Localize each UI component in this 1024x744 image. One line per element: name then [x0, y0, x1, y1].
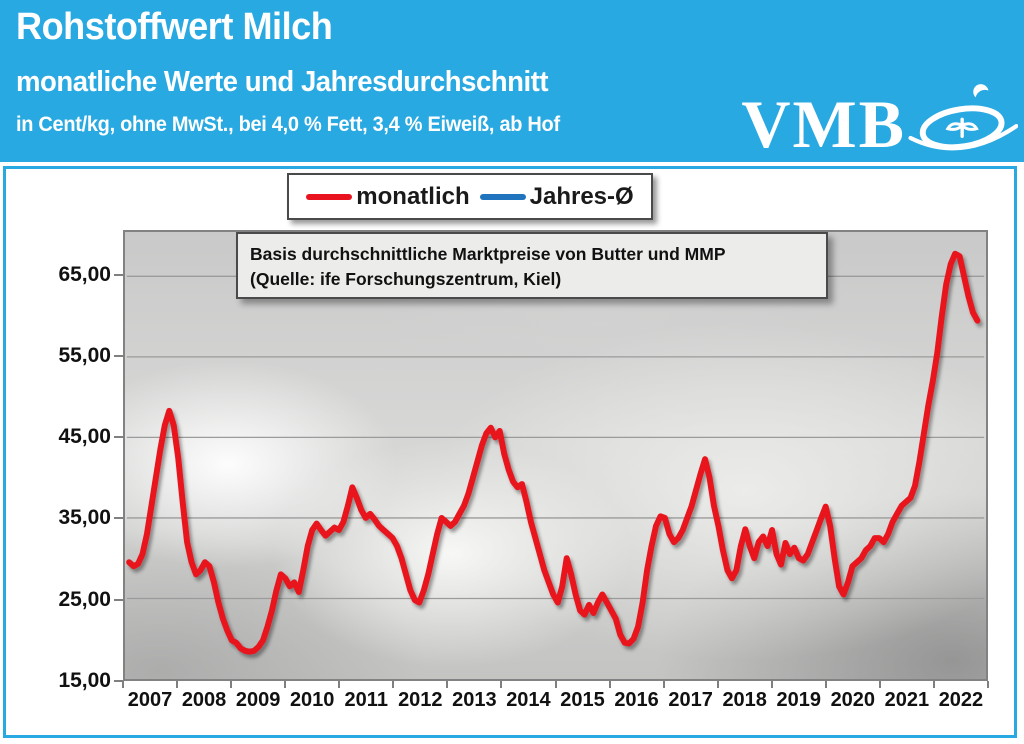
annotation-line-1: Basis durchschnittliche Marktpreise von …	[250, 244, 726, 264]
vmb-swirl-icon	[908, 84, 1018, 151]
vmb-logo: VMB	[741, 82, 1018, 166]
x-axis-label-year: 2007	[127, 689, 173, 711]
x-axis-tick	[932, 681, 935, 688]
x-axis-tick	[500, 681, 503, 688]
vmb-logo-text: VMB	[741, 86, 906, 162]
page-subtitle: monatliche Werte und Jahresdurchschnitt	[16, 66, 549, 98]
x-axis-label-year: 2010	[289, 689, 335, 711]
annotation-line-2: (Quelle: ife Forschungszentrum, Kiel)	[250, 269, 562, 290]
y-axis-tick	[114, 436, 123, 439]
chart-panel: monatlich Jahres-Ø Basis durchschnittlic…	[3, 166, 1017, 738]
y-axis-tick	[114, 354, 123, 357]
x-axis-tick	[824, 681, 827, 688]
x-axis-label-year: 2020	[830, 689, 876, 711]
x-axis-tick	[338, 681, 341, 688]
x-axis-tick	[446, 681, 449, 688]
x-axis-tick	[122, 681, 124, 688]
y-axis-label: 55,00	[58, 343, 111, 367]
monthly-value-line	[126, 250, 981, 655]
x-axis-tick	[987, 681, 989, 688]
legend-item-yearly-avg: Jahres-Ø	[479, 182, 634, 211]
x-axis-label-year: 2019	[776, 689, 822, 711]
x-axis-tick	[662, 681, 665, 688]
x-axis-tick	[176, 681, 179, 688]
y-axis-label: 35,00	[58, 506, 111, 530]
x-axis-tick	[392, 681, 395, 688]
y-axis-tick	[114, 680, 123, 682]
x-axis-label-year: 2009	[235, 689, 281, 711]
y-axis-label: 15,00	[58, 669, 111, 692]
x-axis-label-year: 2021	[884, 689, 930, 711]
page-title: Rohstoffwert Milch	[16, 6, 333, 48]
monthly-line-swatch	[306, 193, 353, 200]
x-axis-tick	[554, 681, 557, 688]
x-axis-tick	[770, 681, 773, 688]
x-axis-label-year: 2013	[452, 689, 497, 711]
x-axis-label-year: 2015	[560, 689, 605, 711]
y-axis-label: 65,00	[58, 262, 111, 286]
plot-area	[123, 230, 988, 681]
legend-label-monthly: monatlich	[356, 182, 470, 210]
x-axis-label-year: 2011	[344, 689, 388, 711]
y-axis-tick	[114, 517, 123, 520]
x-axis-tick	[284, 681, 287, 688]
y-axis-tick	[114, 273, 123, 276]
x-axis-label-year: 2008	[181, 689, 227, 711]
legend-item-monthly: monatlich	[306, 182, 470, 211]
x-axis-tick	[716, 681, 719, 688]
x-axis-label-year: 2022	[938, 689, 984, 711]
yearly-avg-line-swatch	[479, 193, 526, 200]
unit-note: in Cent/kg, ohne MwSt., bei 4,0 % Fett, …	[16, 113, 560, 136]
x-axis-label-year: 2017	[668, 689, 713, 711]
source-annotation-box: Basis durchschnittliche Marktpreise von …	[236, 232, 828, 299]
chart-svg	[126, 250, 985, 655]
x-axis-label-year: 2014	[506, 689, 551, 711]
y-axis-tick	[114, 598, 123, 601]
header-band: Rohstoffwert Milch monatliche Werte und …	[0, 0, 1024, 162]
chart-legend: monatlich Jahres-Ø	[287, 173, 653, 220]
x-axis-label-year: 2016	[614, 689, 659, 711]
x-axis-tick	[608, 681, 611, 688]
y-axis-label: 25,00	[58, 587, 111, 611]
x-axis-label-year: 2012	[398, 689, 443, 711]
x-axis-tick	[230, 681, 233, 688]
x-axis-tick	[878, 681, 881, 688]
y-axis-label: 45,00	[58, 425, 111, 449]
x-axis-label-year: 2018	[722, 689, 767, 711]
legend-label-yearly-avg: Jahres-Ø	[529, 182, 634, 210]
